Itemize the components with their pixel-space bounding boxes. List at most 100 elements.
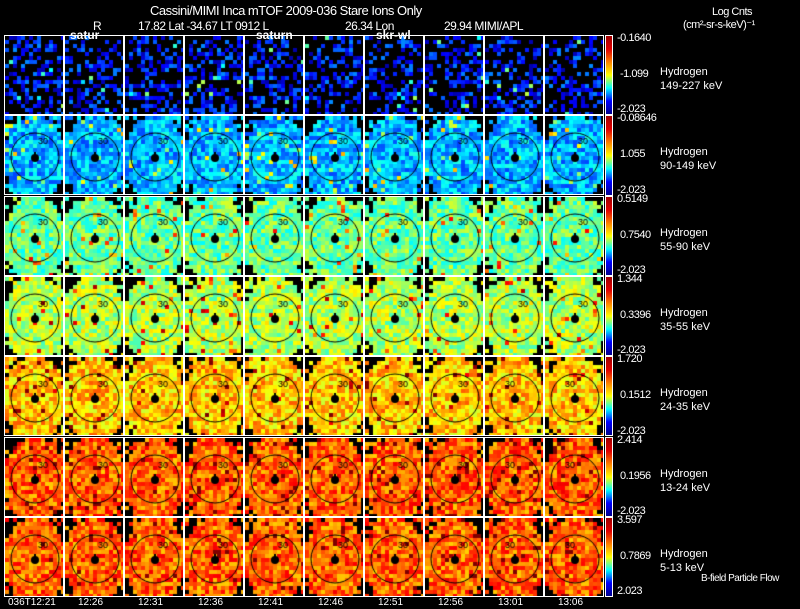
colorbar-mid-label: 0.7869: [620, 549, 651, 562]
heatmap-panel: [124, 516, 184, 597]
time-tick-label: 13:01: [498, 597, 524, 608]
heatmap-cells: [305, 357, 363, 436]
heatmap-panel: [424, 115, 484, 196]
heatmap-panel: [424, 195, 484, 276]
heatmap-panel: [484, 35, 544, 115]
heatmap-panel: [544, 516, 604, 597]
heatmap-panel: [4, 516, 64, 597]
time-tick-label: 13:06: [558, 597, 584, 608]
species-label: Hydrogen 149-227 keV: [660, 65, 722, 93]
heatmap-panel: [64, 195, 124, 276]
heatmap-cells: [545, 36, 603, 114]
heatmap-panel: [304, 516, 364, 597]
ephemeris-text: 17.82 Lat -34.67 LT 0912 L: [138, 19, 269, 33]
species-name: Hydrogen: [660, 547, 708, 560]
heatmap-panel: [124, 195, 184, 276]
heatmap-cells: [185, 196, 243, 275]
species-label: Hydrogen 13-24 keV: [660, 467, 710, 495]
species-label: Hydrogen 55-90 keV: [660, 226, 710, 254]
heatmap-panel: [184, 275, 244, 356]
heatmap-panel: [424, 35, 484, 115]
heatmap-panel: [4, 275, 64, 356]
heatmap-cells: [545, 437, 603, 516]
heatmap-panel: [64, 356, 124, 437]
heatmap-panel: [4, 115, 64, 196]
column-tag: satur: [70, 28, 100, 42]
colorbar-max-label: -0.08646: [617, 112, 657, 125]
heatmap-cells: [365, 437, 423, 516]
heatmap-panel: [4, 356, 64, 437]
species-name: Hydrogen: [660, 66, 708, 78]
colorbar: [605, 195, 613, 276]
heatmap-panel: [304, 275, 364, 356]
heatmap-panel: [244, 195, 304, 276]
heatmap-cells: [245, 437, 303, 516]
heatmap-cells: [65, 437, 123, 516]
species-name: Hydrogen: [660, 306, 708, 319]
colorbar: [605, 275, 613, 357]
column-tag: saturn: [256, 28, 293, 42]
heatmap-panel: [544, 35, 604, 115]
colorbar-min-label: -2.023: [617, 504, 646, 517]
lon-text: 26.34 Lon: [345, 19, 394, 33]
heatmap-cells: [305, 437, 363, 516]
heatmap-panel: [184, 115, 244, 196]
heatmap-panel: [244, 115, 304, 196]
energy-range: 5-13 keV: [660, 561, 705, 574]
heatmap-cells: [65, 517, 123, 596]
species-name: Hydrogen: [660, 226, 708, 239]
energy-range: 35-55 keV: [660, 320, 711, 333]
heatmap-cells: [5, 276, 63, 355]
heatmap-panel: [484, 195, 544, 276]
heatmap-cells: [545, 276, 603, 355]
time-tick-label: 12:26: [78, 597, 104, 608]
heatmap-panel: [64, 275, 124, 356]
colorbar-max-label: 1.720: [617, 353, 643, 366]
heatmap-cells: [5, 196, 63, 275]
colorbar-max-label: 3.597: [617, 513, 643, 526]
heatmap-cells: [5, 357, 63, 436]
heatmap-cells: [305, 196, 363, 275]
colorbar-min-label: 2.023: [617, 585, 643, 598]
heatmap-panel: [244, 35, 304, 115]
colorbar-max-label: 0.5149: [617, 192, 648, 205]
heatmap-cells: [65, 36, 123, 114]
heatmap-cells: [5, 116, 63, 195]
colorbar: [605, 35, 613, 116]
units: (cm²-sr-s-keV)⁻¹: [683, 19, 755, 31]
colorbar-max-label: 2.414: [617, 433, 643, 446]
colorbar-min-label: -2.023: [617, 263, 646, 276]
heatmap-cells: [425, 116, 483, 195]
heatmap-panel: [304, 356, 364, 437]
heatmap-panel: [484, 356, 544, 437]
heatmap-panel: [184, 516, 244, 597]
heatmap-cells: [245, 357, 303, 436]
ephemeris-end: 29.94 MIMI/APL: [444, 19, 524, 33]
heatmap-panel: [364, 275, 424, 356]
time-tick-label: 12:41: [258, 597, 284, 608]
energy-range: 149-227 keV: [660, 80, 723, 92]
heatmap-panel: [364, 516, 424, 597]
colorbar-mid-label: 0.7540: [620, 228, 651, 241]
heatmap-panel: [364, 195, 424, 276]
plot-title: Cassini/MIMI Inca mTOF 2009-036 Stare Io…: [150, 3, 422, 18]
heatmap-cells: [485, 357, 543, 436]
heatmap-panel: [124, 35, 184, 115]
heatmap-panel: [424, 275, 484, 356]
colorbar-min-label: -2.023: [617, 424, 646, 437]
heatmap-panel: [544, 275, 604, 356]
heatmap-panel: [4, 195, 64, 276]
heatmap-panel: [124, 275, 184, 356]
heatmap-cells: [185, 276, 243, 355]
heatmap-cells: [125, 196, 183, 275]
heatmap-panel: [64, 516, 124, 597]
heatmap-cells: [425, 517, 483, 596]
colorbar: [605, 516, 613, 598]
heatmap-panel: [424, 516, 484, 597]
heatmap-cells: [245, 196, 303, 275]
heatmap-cells: [5, 437, 63, 516]
energy-range: 24-35 keV: [660, 401, 711, 414]
heatmap-panel: [124, 356, 184, 437]
heatmap-panel: [184, 35, 244, 115]
